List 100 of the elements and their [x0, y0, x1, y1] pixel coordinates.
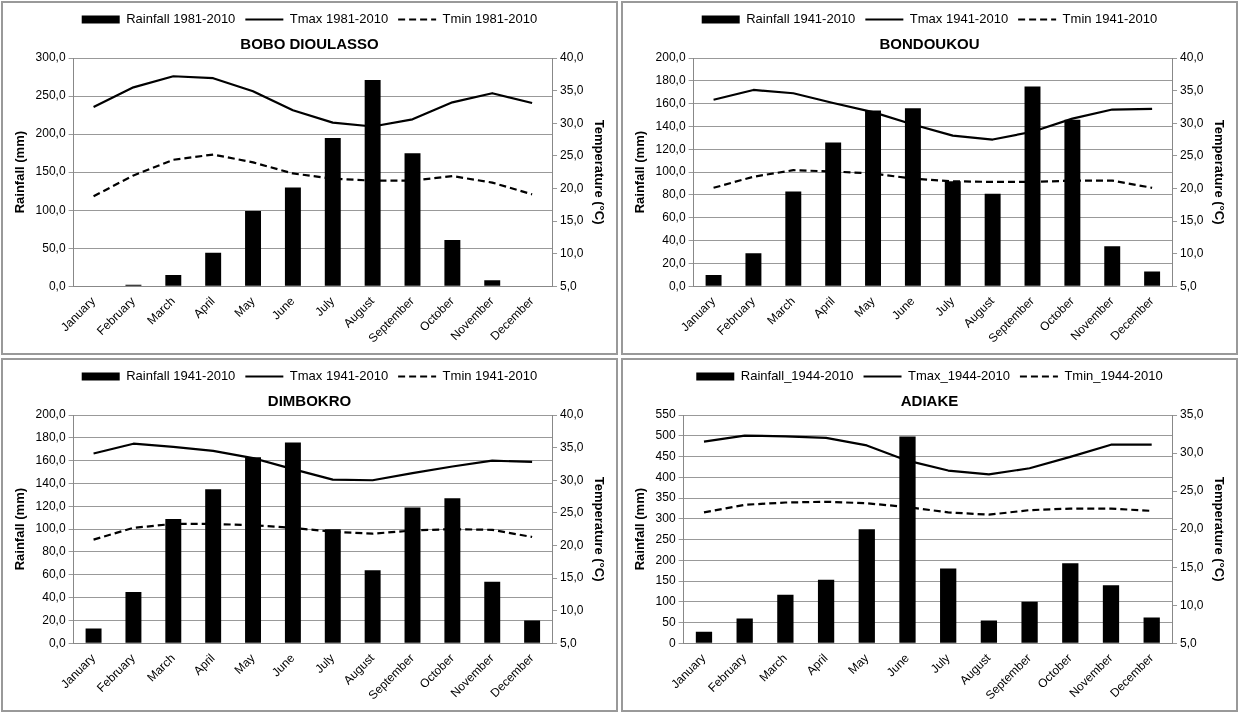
- bar: [245, 210, 262, 286]
- bar: [1102, 585, 1120, 643]
- y-tick-label: 60,0: [662, 210, 686, 225]
- bar: [984, 193, 1001, 286]
- y-axis-title: Rainfall (mm): [632, 130, 648, 214]
- y2-tick-label: 20,0: [560, 537, 584, 552]
- y2-tick-label: 25,0: [560, 505, 584, 520]
- x-tick-label: May: [231, 293, 258, 320]
- y-tick-label: 0: [668, 635, 676, 650]
- y2-tick-label: 40,0: [560, 50, 584, 65]
- y2-tick-label: 10,0: [1180, 246, 1204, 261]
- y-tick-label: 120,0: [655, 141, 686, 156]
- y-tick-label: 200,0: [35, 407, 66, 422]
- y-tick-label: 100: [655, 594, 676, 609]
- bar: [1143, 617, 1160, 643]
- y-axis-title: Rainfall (mm): [12, 487, 28, 571]
- y2-tick-label: 15,0: [1180, 213, 1204, 228]
- legend-label: Tmin_1944-2010: [1064, 368, 1163, 384]
- bar: [85, 628, 102, 643]
- x-tick-label: July: [312, 293, 338, 319]
- y-tick-label: 250,0: [35, 88, 66, 103]
- chart-title: BOBO DIOULASSO: [240, 35, 379, 53]
- y2-axis-title: Temperature (°C): [591, 476, 607, 582]
- y2-tick-label: 35,0: [560, 439, 584, 454]
- bar: [364, 570, 381, 643]
- y2-tick-label: 20,0: [1180, 180, 1204, 195]
- y-tick-label: 180,0: [655, 73, 686, 88]
- y-tick-label: 180,0: [35, 430, 66, 445]
- y2-tick-label: 40,0: [1180, 50, 1204, 65]
- y-tick-label: 140,0: [35, 475, 66, 490]
- x-tick-label: May: [845, 650, 872, 677]
- y2-tick-label: 15,0: [1180, 559, 1204, 574]
- y-tick-label: 0,0: [48, 278, 66, 293]
- y2-tick-label: 30,0: [1180, 445, 1204, 460]
- y-tick-label: 150,0: [35, 164, 66, 179]
- y-tick-label: 100,0: [35, 202, 66, 217]
- y-tick-label: 300,0: [35, 50, 66, 65]
- x-tick-label: July: [927, 650, 953, 676]
- bar: [940, 568, 957, 643]
- bar: [444, 239, 461, 286]
- y2-axis-title: Temperature (°C): [1211, 476, 1227, 582]
- bar: [1144, 271, 1161, 286]
- y-tick-label: 450: [655, 448, 676, 463]
- bar: [1021, 601, 1038, 643]
- bar: [484, 280, 501, 286]
- bar: [125, 591, 142, 643]
- y-tick-label: 80,0: [662, 187, 686, 202]
- legend-label: Tmax 1981-2010: [289, 11, 389, 27]
- x-tick-label: May: [851, 293, 878, 320]
- bar: [205, 252, 222, 286]
- y2-tick-label: 5,0: [1180, 635, 1198, 650]
- y2-tick-label: 35,0: [560, 82, 584, 97]
- y-tick-label: 40,0: [662, 232, 686, 247]
- y2-tick-label: 25,0: [1180, 148, 1204, 163]
- y-tick-label: 500: [655, 428, 676, 443]
- y-tick-label: 250: [655, 531, 676, 546]
- legend-label: Tmin 1941-2010: [442, 368, 538, 384]
- bar: [1062, 563, 1079, 643]
- y-tick-label: 350: [655, 490, 676, 505]
- y-tick-label: 80,0: [42, 544, 66, 559]
- y-tick-label: 140,0: [655, 118, 686, 133]
- y-tick-label: 0,0: [668, 278, 686, 293]
- y-tick-label: 400: [655, 469, 676, 484]
- y2-tick-label: 20,0: [560, 180, 584, 195]
- y2-tick-label: 15,0: [560, 213, 584, 228]
- y-tick-label: 160,0: [655, 95, 686, 110]
- x-tick-label: July: [312, 650, 338, 676]
- y2-tick-label: 40,0: [560, 407, 584, 422]
- legend-label: Rainfall 1981-2010: [126, 11, 236, 27]
- legend-label: Tmin 1981-2010: [442, 11, 538, 27]
- y2-tick-label: 5,0: [560, 278, 578, 293]
- y2-tick-label: 30,0: [560, 472, 584, 487]
- bar: [980, 620, 998, 643]
- y2-tick-label: 5,0: [560, 635, 578, 650]
- y2-axis-title: Temperature (°C): [1211, 119, 1227, 225]
- legend-label: Tmax 1941-2010: [289, 368, 389, 384]
- legend-label: Rainfall 1941-2010: [126, 368, 236, 384]
- y2-tick-label: 15,0: [560, 570, 584, 585]
- bar: [785, 191, 802, 286]
- y-tick-label: 50,0: [42, 240, 66, 255]
- y2-tick-label: 20,0: [1180, 521, 1204, 536]
- y2-tick-label: 25,0: [560, 148, 584, 163]
- y2-tick-label: 5,0: [1180, 278, 1198, 293]
- legend-label: Rainfall 1941-2010: [746, 11, 856, 27]
- y2-axis-title: Temperature (°C): [591, 119, 607, 225]
- legend-label: Tmin 1941-2010: [1062, 11, 1158, 27]
- bar: [705, 274, 722, 286]
- y-tick-label: 200,0: [35, 126, 66, 141]
- legend-label: Rainfall_1944-2010: [740, 368, 854, 384]
- y2-tick-label: 10,0: [560, 603, 584, 618]
- chart-title: ADIAKE: [900, 392, 959, 410]
- y2-tick-label: 10,0: [1180, 597, 1204, 612]
- y2-tick-label: 30,0: [1180, 115, 1204, 130]
- y-tick-label: 160,0: [35, 452, 66, 467]
- y-tick-label: 0,0: [48, 635, 66, 650]
- chart-title: DIMBOKRO: [267, 392, 352, 410]
- bar: [745, 253, 762, 286]
- bar: [817, 579, 835, 643]
- y-tick-label: 200,0: [655, 50, 686, 65]
- bar: [1104, 246, 1121, 286]
